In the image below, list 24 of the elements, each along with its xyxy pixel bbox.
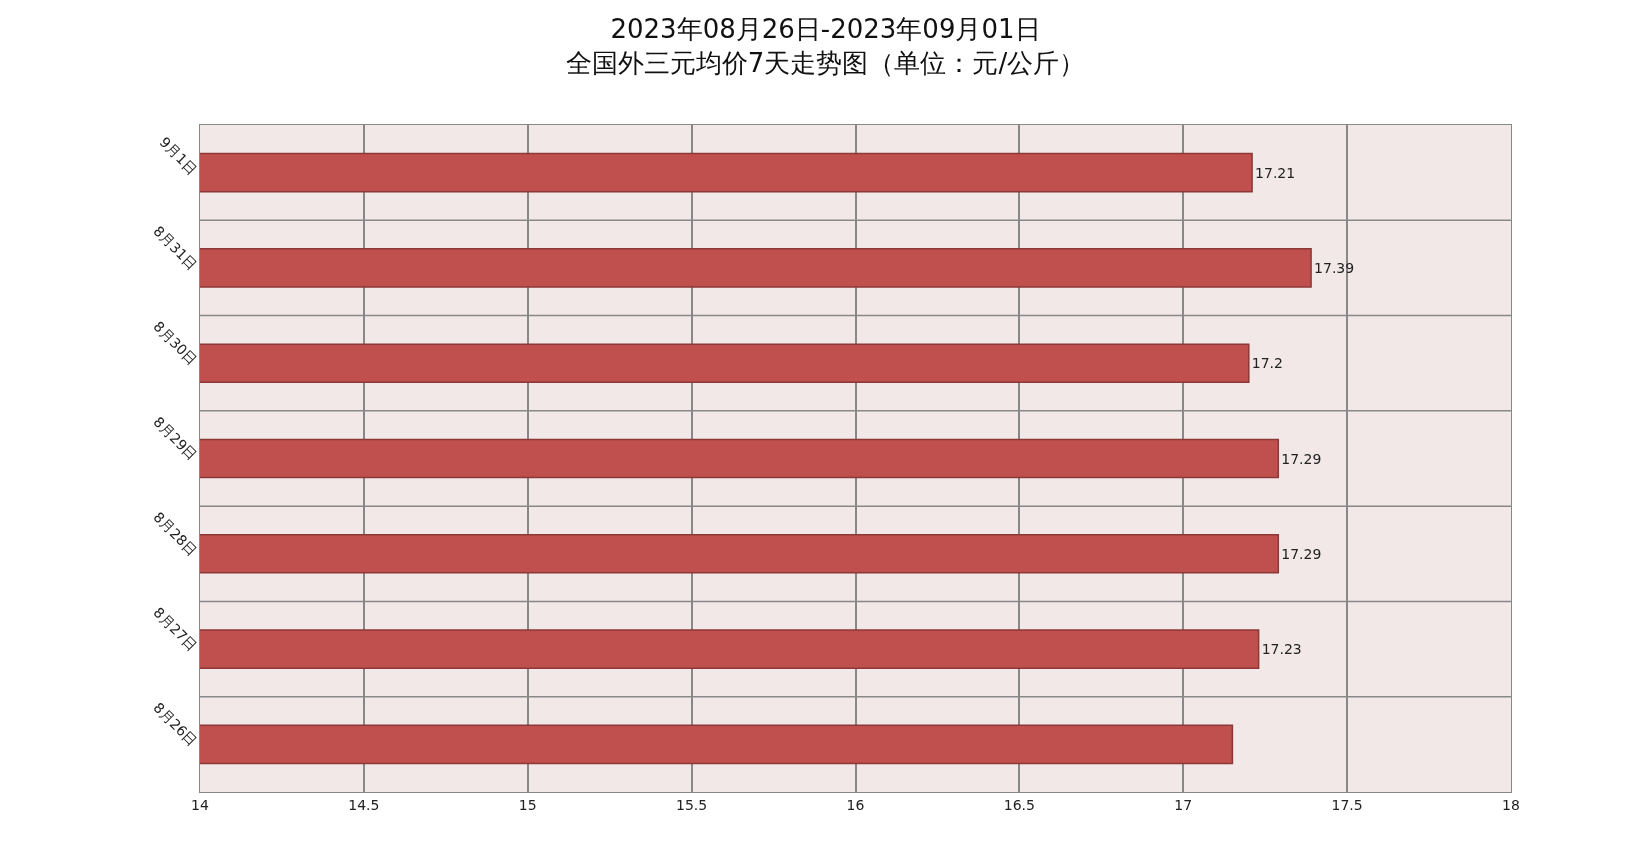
x-tick-label: 14 [191,796,209,813]
data-label: 17.29 [1281,450,1322,467]
x-tick-label: 16.5 [1003,796,1035,813]
data-label: 17.29 [1281,545,1322,562]
x-tick-label: 14.5 [348,796,380,813]
data-label: 17.2 [1251,355,1283,372]
x-tick-label: 17 [1174,796,1193,813]
y-tick-label: 8月29日 [150,413,201,464]
y-tick-label: 8月27日 [150,604,201,655]
x-tick-label: 15 [518,796,537,813]
data-label: 17.39 [1314,259,1355,276]
x-tick-label: 18 [1502,796,1520,813]
data-label: 17.21 [1255,164,1296,181]
y-tick-label: 8月26日 [150,699,201,750]
y-tick-label: 8月31日 [150,222,201,273]
chart-subtitle: 全国外三元均价7天走势图（单位：元/公斤） [565,48,1086,79]
y-tick-label: 9月1日 [156,133,201,178]
x-tick-label: 17.5 [1331,796,1363,813]
y-tick-label: 8月28日 [150,508,201,559]
y-tick-label: 8月30日 [150,318,201,369]
x-tick-label: 16 [846,796,865,813]
chart-title: 2023年08月26日-2023年09月01日 [610,14,1041,45]
data-label: 17.23 [1261,641,1302,658]
x-tick-label: 15.5 [676,796,708,813]
